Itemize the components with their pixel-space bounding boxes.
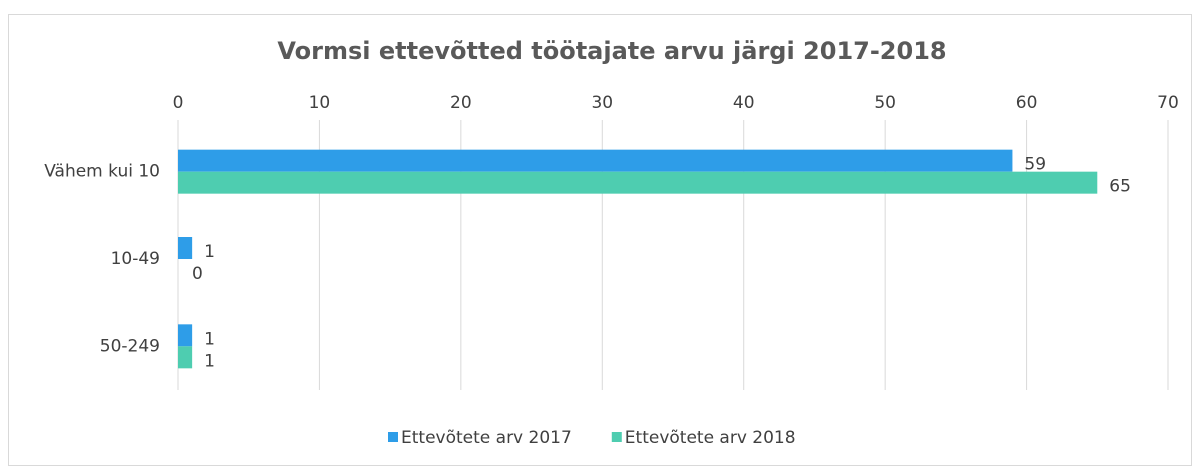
x-tick-label: 30 — [591, 93, 613, 113]
bar — [178, 171, 1098, 194]
bar — [178, 237, 193, 259]
chart-title: Vormsi ettevõtted töötajate arvu järgi 2… — [277, 37, 946, 65]
bar — [178, 324, 193, 347]
legend-label: Ettevõtete arv 2018 — [625, 428, 796, 448]
y-tick-label: 50-249 — [100, 336, 160, 356]
data-label: 65 — [1109, 177, 1131, 197]
data-label: 59 — [1024, 155, 1046, 175]
legend-label: Ettevõtete arv 2017 — [401, 428, 572, 448]
legend-swatch — [388, 432, 398, 442]
x-tick-label: 0 — [173, 93, 184, 113]
y-tick-label: 10-49 — [111, 249, 160, 269]
legend-swatch — [611, 432, 622, 442]
data-label: 0 — [192, 264, 203, 284]
bar — [178, 346, 193, 369]
data-label: 1 — [204, 329, 215, 349]
x-tick-label: 10 — [309, 93, 331, 113]
x-tick-label: 40 — [733, 93, 755, 113]
bar — [178, 149, 1013, 172]
x-tick-label: 70 — [1157, 93, 1179, 113]
data-label: 1 — [204, 351, 215, 371]
y-tick-label: Vähem kui 10 — [44, 162, 160, 182]
chart-border — [8, 14, 1192, 466]
x-tick-label: 50 — [874, 93, 896, 113]
data-label: 1 — [204, 242, 215, 262]
x-tick-label: 60 — [1016, 93, 1038, 113]
x-tick-label: 20 — [450, 93, 472, 113]
